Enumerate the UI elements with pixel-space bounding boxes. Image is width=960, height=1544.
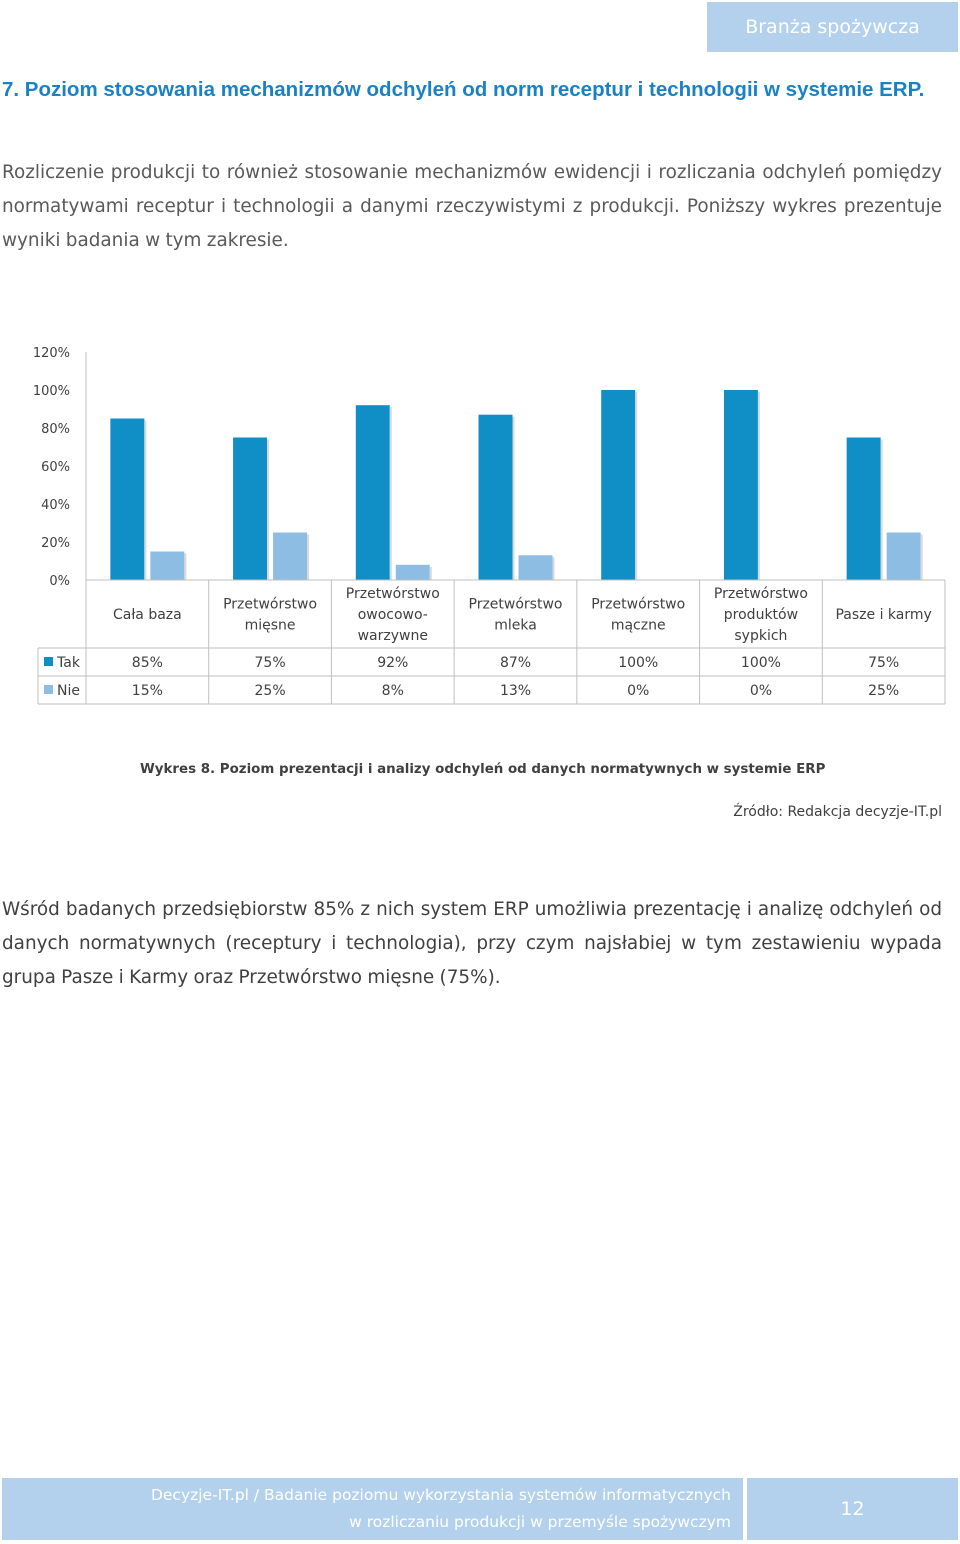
bar-nie	[395, 564, 430, 580]
data-label-nie: 15%	[132, 683, 163, 699]
bar-shadow	[267, 439, 270, 580]
data-label-tak: 87%	[500, 655, 531, 671]
bar-shadow	[429, 566, 432, 580]
data-label-nie: 0%	[627, 683, 649, 699]
bar-shadow	[552, 557, 555, 580]
legend-label-tak: Tak	[56, 655, 81, 671]
category-label: Przetwórstwo	[591, 597, 685, 613]
bar-shadow	[635, 392, 638, 580]
y-tick-label: 100%	[33, 384, 70, 399]
bar-shadow	[184, 553, 187, 580]
category-label: mączne	[611, 618, 666, 634]
bar-shadow	[880, 439, 883, 580]
data-label-nie: 25%	[255, 683, 286, 699]
footer-title: Decyzje-IT.pl / Badanie poziomu wykorzys…	[2, 1478, 743, 1540]
category-label: Przetwórstwo	[469, 597, 563, 613]
category-label: mięsne	[245, 618, 296, 634]
bar-shadow	[144, 420, 147, 580]
intro-paragraph: Rozliczenie produkcji to również stosowa…	[2, 162, 942, 251]
data-label-tak: 85%	[132, 655, 163, 671]
category-label: Pasze i karmy	[835, 607, 931, 623]
data-label-nie: 8%	[382, 683, 404, 699]
category-label: Cała baza	[113, 607, 182, 623]
bar-shadow	[920, 534, 923, 580]
bar-tak	[723, 390, 758, 580]
bar-shadow	[757, 392, 760, 580]
category-label: warzywne	[358, 628, 428, 644]
bar-chart: 0% 20% 40% 60% 80% 100% 120% Cała baza Przetwórs…	[0, 330, 960, 710]
category-label: owocowo-	[358, 607, 428, 623]
y-tick-label: 0%	[49, 574, 70, 589]
source-note: Źródło: Redakcja decyzje-IT.pl	[733, 804, 942, 820]
section-heading: 7. Poziom stosowania mechanizmów odchyle…	[2, 78, 925, 101]
data-label-nie: 0%	[750, 683, 772, 699]
figure-caption: Wykres 8. Poziom prezentacji i analizy o…	[140, 762, 826, 777]
category-label: mleka	[494, 618, 537, 634]
page-number: 12	[747, 1478, 958, 1540]
data-label-tak: 92%	[377, 655, 408, 671]
legend-key-tak	[44, 657, 53, 666]
bar-nie	[273, 532, 308, 580]
bar-tak	[846, 437, 881, 580]
data-label-tak: 75%	[868, 655, 899, 671]
bar-nie	[150, 551, 185, 580]
footer-line-2: w rozliczaniu produkcji w przemyśle spoż…	[349, 1513, 731, 1531]
legend-label-nie: Nie	[57, 683, 80, 699]
summary-paragraph: Wśród badanych przedsiębiorstw 85% z nic…	[2, 899, 942, 988]
bar-tak	[355, 405, 390, 580]
bar-shadow	[512, 416, 515, 580]
chart-svg: 0% 20% 40% 60% 80% 100% 120% Cała baza Przetwórs…	[33, 346, 946, 705]
bar-shadow	[307, 534, 310, 580]
category-label: sypkich	[734, 628, 787, 644]
bar-tak	[233, 437, 268, 580]
bar-tak	[478, 414, 513, 580]
y-tick-label: 80%	[41, 422, 70, 437]
legend-key-nie	[44, 685, 53, 694]
category-label: produktów	[724, 607, 798, 623]
bar-tak	[601, 390, 636, 580]
bar-nie	[518, 555, 553, 580]
category-label: Przetwórstwo	[223, 597, 317, 613]
footer-line-1: Decyzje-IT.pl / Badanie poziomu wykorzys…	[150, 1486, 731, 1504]
y-tick-label: 120%	[33, 346, 70, 361]
y-tick-label: 60%	[41, 460, 70, 475]
y-tick-label: 20%	[41, 536, 70, 551]
section-tag: Branża spożywcza	[707, 2, 958, 52]
bar-tak	[110, 418, 145, 580]
data-label-tak: 100%	[741, 655, 781, 671]
bar-nie	[886, 532, 921, 580]
bar-shadow	[389, 407, 392, 580]
category-label: Przetwórstwo	[714, 586, 808, 602]
data-label-nie: 25%	[868, 683, 899, 699]
data-label-tak: 100%	[618, 655, 658, 671]
data-label-nie: 13%	[500, 683, 531, 699]
category-label: Przetwórstwo	[346, 586, 440, 602]
data-label-tak: 75%	[255, 655, 286, 671]
y-tick-label: 40%	[41, 498, 70, 513]
